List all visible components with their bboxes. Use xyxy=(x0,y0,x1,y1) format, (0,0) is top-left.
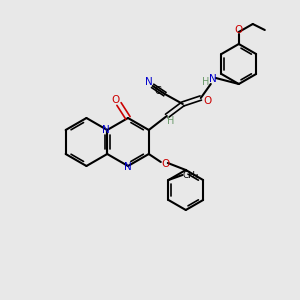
Text: N: N xyxy=(209,74,217,84)
Text: H: H xyxy=(202,77,209,87)
Text: O: O xyxy=(204,96,212,106)
Text: O: O xyxy=(111,95,119,105)
Text: O: O xyxy=(235,25,243,35)
Text: N: N xyxy=(124,162,132,172)
Text: CH₃: CH₃ xyxy=(182,170,199,179)
Text: N: N xyxy=(145,77,153,87)
Text: O: O xyxy=(162,159,170,169)
Text: N: N xyxy=(102,125,110,135)
Text: C: C xyxy=(154,86,161,96)
Text: H: H xyxy=(167,116,175,126)
